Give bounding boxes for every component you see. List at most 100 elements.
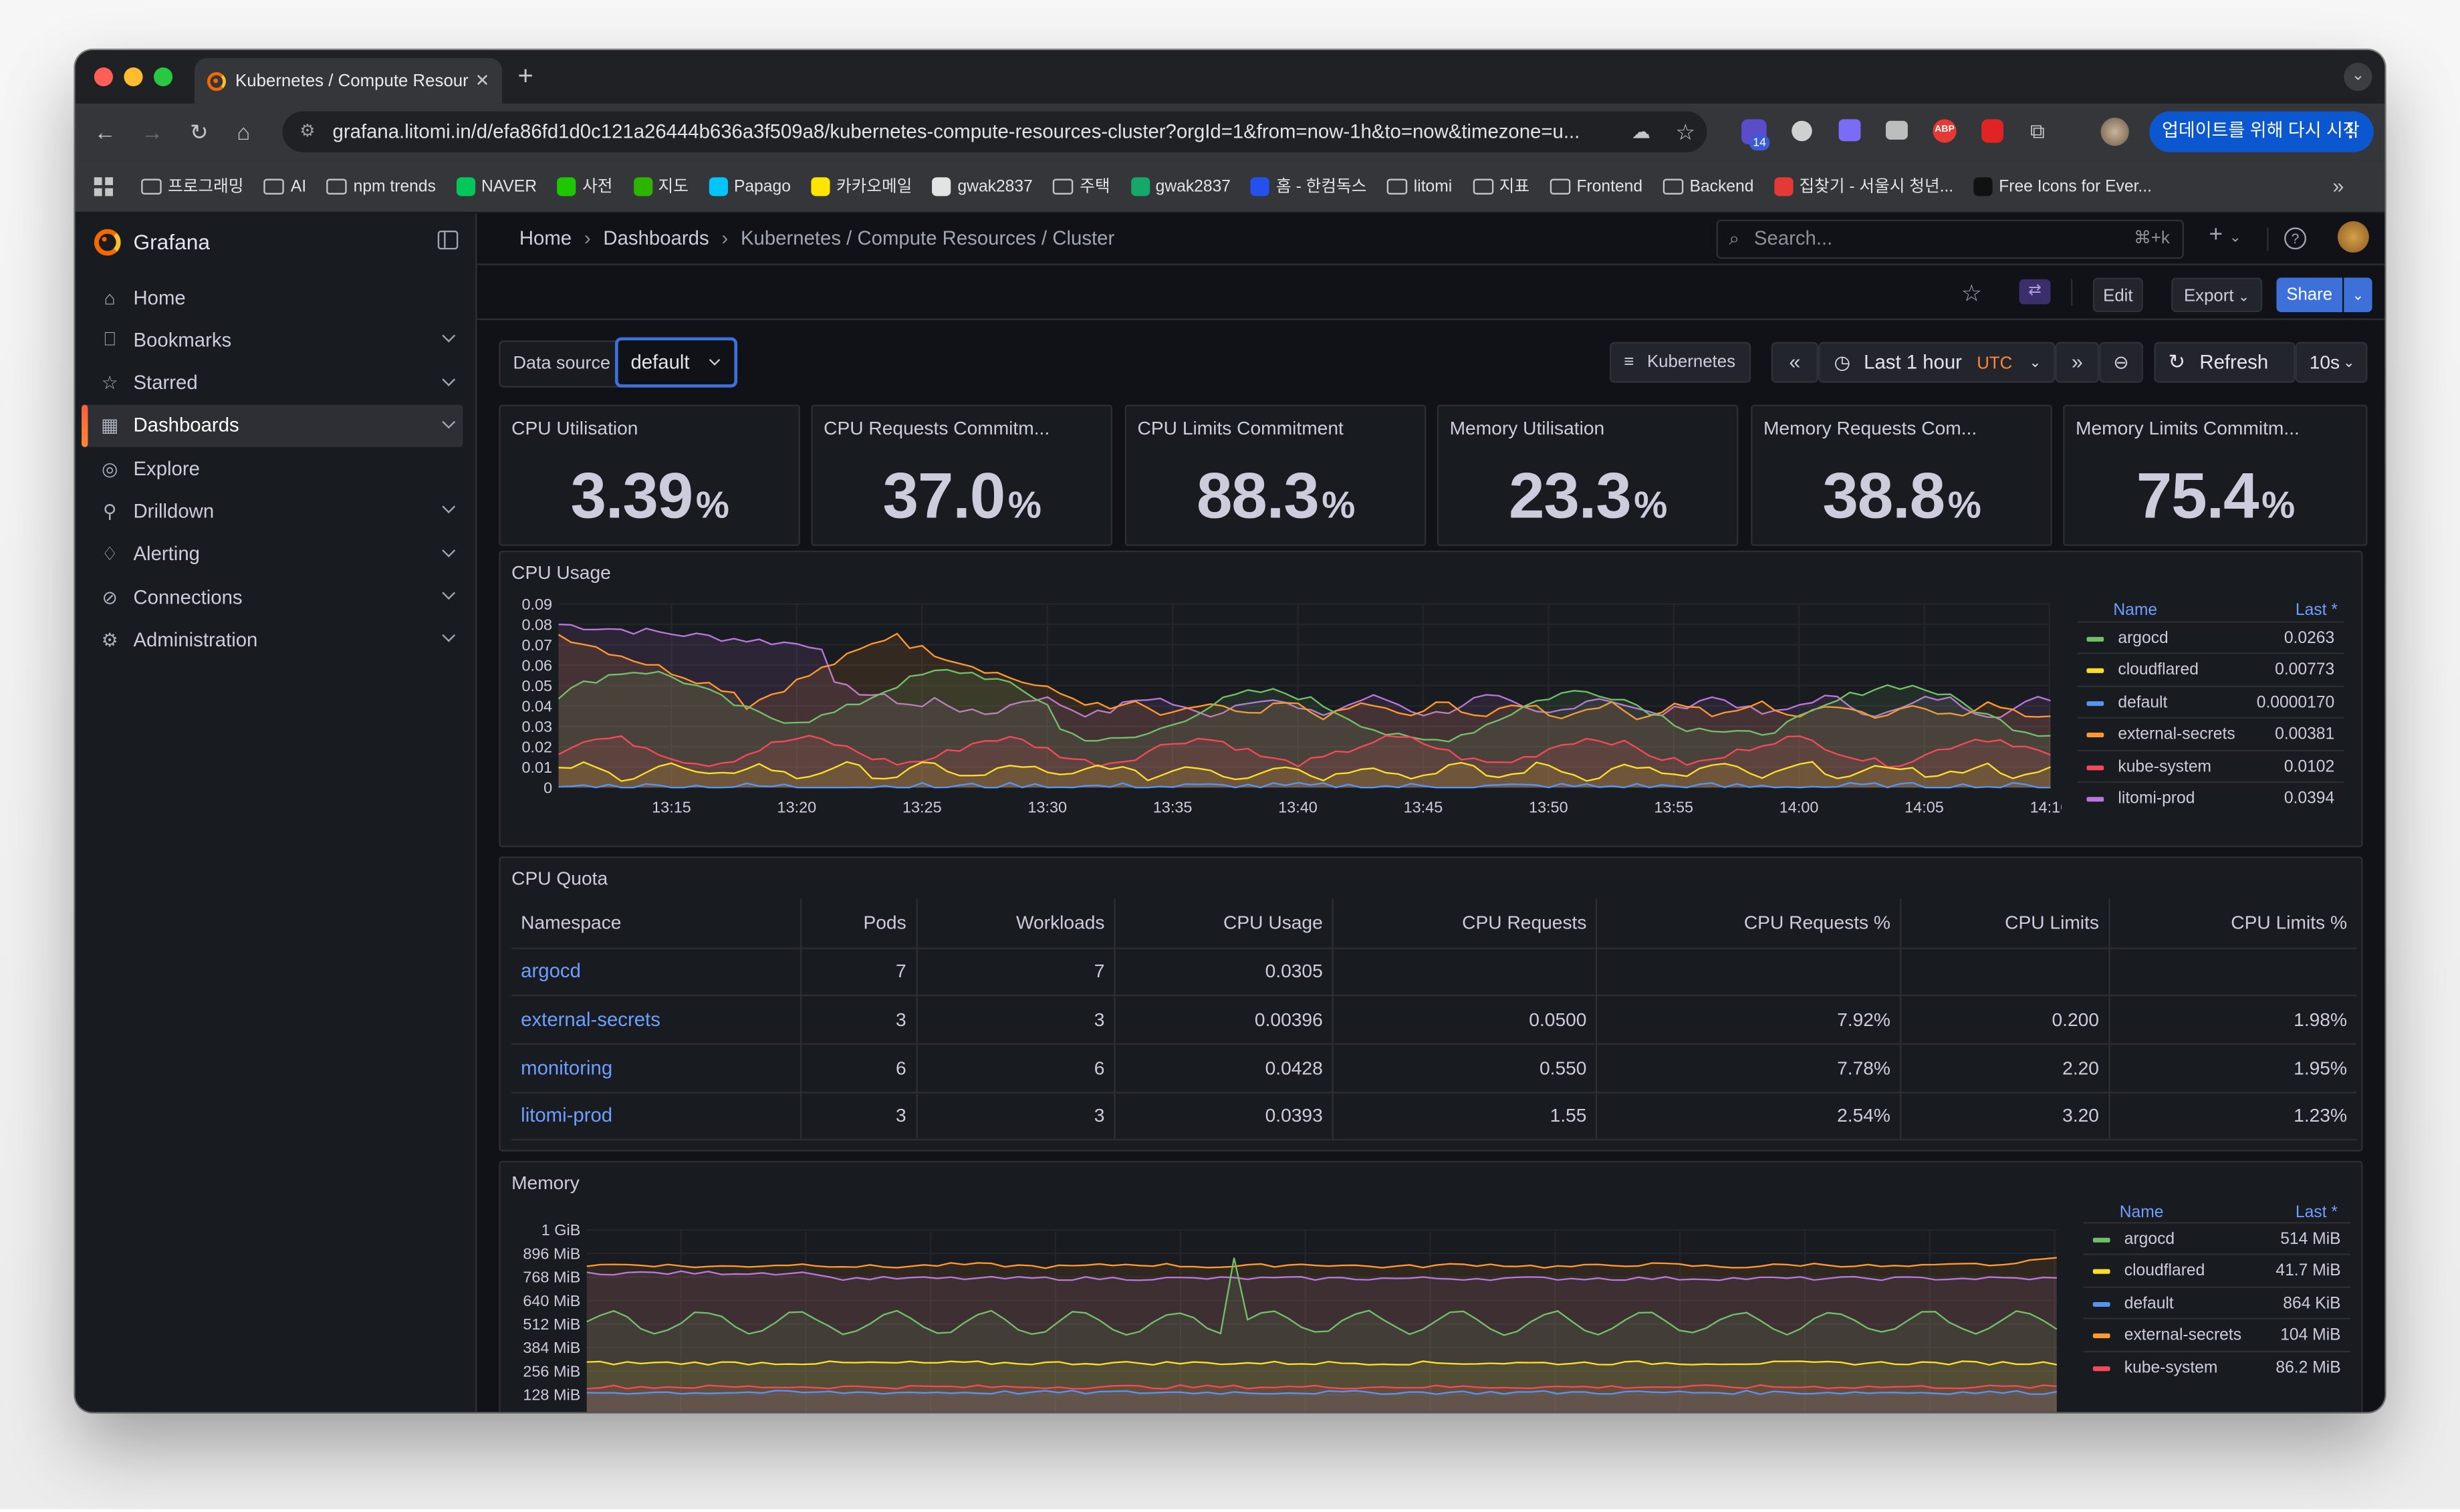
help-icon[interactable]: ?: [2284, 227, 2307, 250]
bookmark-item[interactable]: npm trends: [326, 176, 436, 195]
chevron-down-icon[interactable]: [442, 415, 456, 429]
grafana-logo[interactable]: Grafana: [94, 229, 210, 256]
column-header[interactable]: Namespace: [511, 898, 802, 949]
bookmark-item[interactable]: AI: [264, 176, 306, 195]
column-header[interactable]: Pods: [801, 898, 918, 949]
refresh-button[interactable]: ↻ Refresh: [2154, 342, 2296, 383]
namespace-link[interactable]: litomi-prod: [511, 1092, 802, 1141]
extension-icon[interactable]: [1792, 120, 1812, 142]
stat-panel[interactable]: CPU Requests Commitm... 37.0%: [811, 404, 1112, 546]
chevron-down-icon[interactable]: ⌄: [2229, 229, 2241, 245]
bookmark-item[interactable]: 지도: [632, 174, 689, 198]
bookmark-item[interactable]: 프로그래밍: [141, 174, 244, 198]
site-info-icon[interactable]: ⚙: [299, 122, 316, 142]
star-dashboard-icon[interactable]: ☆: [1961, 281, 1983, 308]
sidebar-item-connections[interactable]: ⊘ Connections: [83, 576, 463, 618]
adblock-extension-icon[interactable]: ABP: [1933, 119, 1957, 143]
series-line[interactable]: [558, 668, 2051, 743]
chevron-down-icon[interactable]: [442, 629, 456, 643]
menu-dots-icon[interactable]: ⋮: [2341, 122, 2360, 142]
sidebar-item-drilldown[interactable]: ⚲ Drilldown: [83, 490, 463, 532]
cpu-usage-chart[interactable]: 0.09 0.08 0.07 0.06 0.05 0.04 0.03 0.02 0.01 0 13:…: [501, 568, 2062, 850]
breadcrumb-dashboards[interactable]: Dashboards: [603, 227, 709, 250]
minimize-window-button[interactable]: [124, 67, 143, 87]
bookmark-item[interactable]: gwak2837: [1130, 176, 1231, 196]
apps-grid-icon[interactable]: [94, 176, 113, 196]
sidebar-item-dashboards[interactable]: ▦ Dashboards: [82, 404, 463, 447]
stat-panel[interactable]: Memory Limits Commitm... 75.4%: [2063, 404, 2368, 546]
chevron-down-icon[interactable]: [442, 543, 456, 557]
time-shift-forward-button[interactable]: »: [2055, 342, 2100, 383]
series-line[interactable]: [586, 1257, 2057, 1269]
chevron-down-icon[interactable]: [442, 329, 456, 343]
sidebar-item-alerting[interactable]: ♢ Alerting: [83, 533, 463, 575]
series-line[interactable]: [558, 761, 2051, 782]
update-chrome-button[interactable]: 업데이트를 위해 다시 시작 ⋮: [2149, 111, 2374, 152]
legend-item[interactable]: default 0.0000170: [2077, 685, 2344, 717]
reload-icon[interactable]: ↻: [189, 119, 209, 144]
stat-panel[interactable]: CPU Utilisation 3.39%: [499, 404, 800, 546]
bookmark-item[interactable]: 집찾기 - 서울시 청년...: [1773, 174, 1953, 198]
bookmark-star-icon[interactable]: ☆: [1675, 119, 1696, 144]
namespace-link[interactable]: argocd: [511, 947, 802, 997]
legend-item[interactable]: argocd 514 MiB: [2083, 1222, 2350, 1253]
column-header[interactable]: CPU Usage: [1114, 898, 1334, 949]
sidebar-item-home[interactable]: ⌂ Home: [83, 276, 463, 318]
series-line[interactable]: [586, 1360, 2058, 1366]
close-window-button[interactable]: [94, 67, 113, 87]
series-line[interactable]: [586, 1257, 2058, 1336]
time-picker-button[interactable]: ◷ Last 1 hour UTC ⌄: [1818, 342, 2056, 383]
legend-last-header[interactable]: Last *: [2295, 1203, 2338, 1223]
chevron-down-icon[interactable]: [442, 501, 456, 515]
extension-icon[interactable]: [1838, 119, 1861, 142]
sidebar-item-administration[interactable]: ⚙ Administration: [83, 619, 463, 661]
stat-panel[interactable]: Memory Utilisation 23.3%: [1437, 404, 1739, 546]
bookmark-item[interactable]: litomi: [1386, 176, 1452, 195]
series-line[interactable]: [586, 1270, 2057, 1281]
namespace-link[interactable]: external-secrets: [511, 995, 802, 1045]
dock-menu-icon[interactable]: [437, 231, 459, 250]
address-bar[interactable]: ⚙ grafana.litomi.in/d/efa86fd1d0c121a264…: [282, 111, 1707, 152]
bookmark-item[interactable]: Free Icons for Ever...: [1973, 176, 2152, 196]
sidebar-item-starred[interactable]: ☆ Starred: [83, 362, 463, 404]
bookmark-item[interactable]: 홈 - 한컴독스: [1251, 174, 1366, 198]
sidebar-item-explore[interactable]: ◎ Explore: [83, 447, 463, 489]
legend-item[interactable]: default 864 KiB: [2083, 1286, 2350, 1317]
bookmark-item[interactable]: 사전: [557, 174, 612, 198]
bookmark-item[interactable]: Papago: [709, 176, 791, 196]
zoom-out-icon[interactable]: ⊖: [2099, 342, 2143, 383]
series-line[interactable]: [558, 735, 2051, 768]
column-header[interactable]: CPU Requests %: [1596, 898, 1902, 949]
new-tab-button[interactable]: +: [517, 61, 533, 92]
datasource-select[interactable]: default: [615, 337, 738, 388]
bookmark-item[interactable]: Backend: [1663, 176, 1753, 195]
extension-icon[interactable]: [1981, 119, 2004, 143]
stat-panel[interactable]: CPU Limits Commitment 88.3%: [1124, 404, 1427, 546]
more-bookmarks-icon[interactable]: »: [2332, 174, 2344, 198]
back-icon[interactable]: ←: [94, 119, 116, 144]
legend-item[interactable]: external-secrets 0.00381: [2077, 717, 2344, 749]
chevron-down-icon[interactable]: [442, 372, 456, 386]
share-button[interactable]: Share: [2276, 277, 2342, 313]
series-line[interactable]: [586, 1390, 2058, 1395]
series-line[interactable]: [586, 1384, 2057, 1390]
bookmark-item[interactable]: NAVER: [456, 176, 537, 196]
legend-name-header[interactable]: Name: [2113, 600, 2158, 620]
column-header[interactable]: CPU Requests: [1333, 898, 1598, 949]
bookmark-item[interactable]: 주택: [1053, 174, 1110, 198]
legend-item[interactable]: argocd 0.0263: [2077, 621, 2344, 652]
series-line[interactable]: [558, 623, 2051, 719]
search-input[interactable]: ⌕ Search... ⌘+k: [1716, 219, 2184, 259]
series-line[interactable]: [558, 632, 2051, 721]
edit-button[interactable]: Edit: [2092, 277, 2143, 313]
home-browser-icon[interactable]: ⌂: [237, 119, 251, 144]
tab-search-icon[interactable]: ⌄: [2344, 62, 2372, 92]
profile-avatar[interactable]: [2100, 118, 2129, 146]
install-app-icon[interactable]: ☁: [1631, 120, 1650, 143]
legend-item[interactable]: cloudflared 0.00773: [2077, 653, 2344, 684]
kubernetes-links-button[interactable]: ≡ Kubernetes: [1609, 342, 1751, 383]
export-button[interactable]: Export ⌄: [2171, 277, 2263, 313]
legend-item[interactable]: external-secrets 104 MiB: [2083, 1317, 2350, 1350]
legend-item[interactable]: kube-system 0.0102: [2077, 749, 2344, 781]
legend-item[interactable]: cloudflared 41.7 MiB: [2083, 1254, 2350, 1285]
